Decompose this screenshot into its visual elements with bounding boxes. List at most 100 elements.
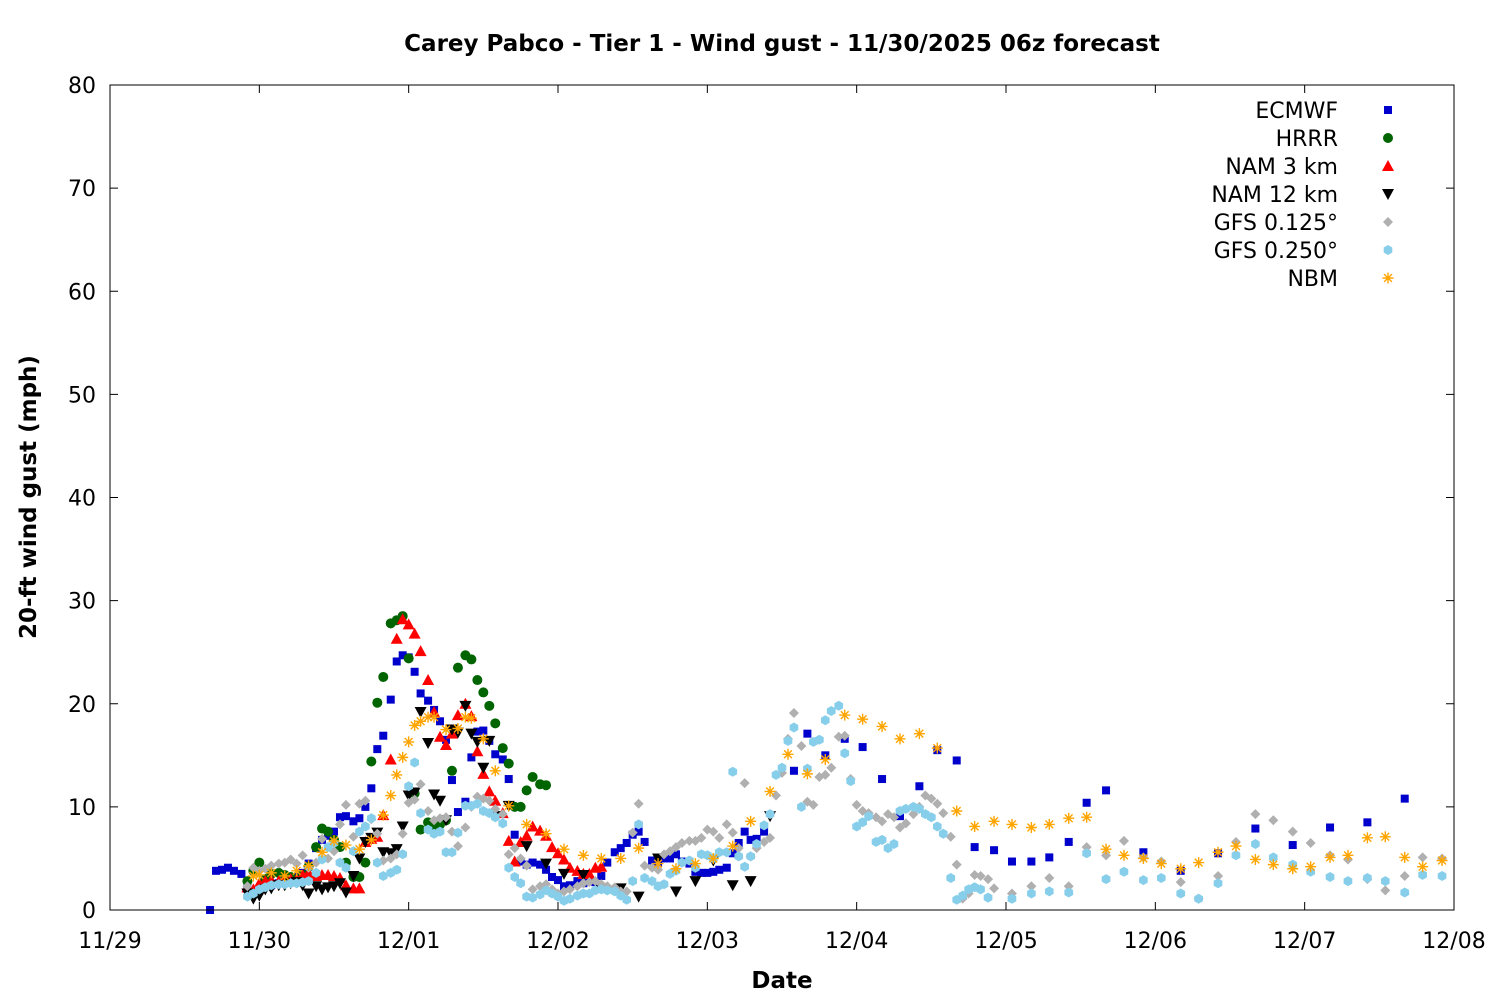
data-point <box>465 728 478 740</box>
data-point <box>508 855 521 867</box>
data-point <box>1027 857 1036 866</box>
data-point <box>526 820 539 832</box>
data-point <box>435 826 445 837</box>
legend-label: NAM 12 km <box>1211 183 1338 208</box>
data-point <box>366 756 377 767</box>
data-point <box>877 834 887 845</box>
data-point <box>340 799 351 810</box>
data-point <box>212 866 221 875</box>
data-point <box>453 827 463 838</box>
data-point <box>627 827 638 838</box>
data-point <box>1250 809 1261 820</box>
data-point <box>266 860 277 871</box>
data-point <box>876 720 888 732</box>
data-point <box>951 805 963 817</box>
data-point <box>931 742 943 754</box>
data-point <box>491 750 500 759</box>
data-point <box>1287 863 1299 875</box>
data-point <box>434 795 447 807</box>
data-point <box>622 838 631 847</box>
data-point <box>895 812 904 821</box>
legend-marker <box>1383 245 1393 255</box>
data-point <box>347 870 360 882</box>
data-point <box>302 888 315 900</box>
data-point <box>473 727 482 736</box>
legend-marker <box>1383 217 1393 227</box>
data-point <box>752 834 761 843</box>
data-point <box>339 887 352 899</box>
data-point <box>983 874 994 885</box>
data-point <box>1305 837 1316 848</box>
data-point <box>734 838 743 847</box>
data-point <box>1436 855 1448 866</box>
data-point <box>504 775 513 784</box>
data-point <box>1118 835 1129 846</box>
data-point <box>520 829 533 841</box>
data-point <box>392 657 401 666</box>
data-point <box>990 846 999 855</box>
legend-label: GFS 0.250° <box>1214 239 1338 264</box>
data-point <box>453 808 462 817</box>
data-point <box>632 891 645 903</box>
data-point <box>602 885 612 896</box>
data-point <box>340 839 352 851</box>
data-point <box>703 868 712 877</box>
data-point <box>398 849 407 860</box>
data-point <box>355 814 364 823</box>
data-point <box>372 697 383 708</box>
axis-ticks: 11/29 11/30 12/01 12/02 12/03 12/04 12/05 12/06… <box>68 74 1486 954</box>
data-point <box>489 765 501 777</box>
series-nam-3-km <box>241 613 608 895</box>
x-tick-label: 12/04 <box>825 929 888 954</box>
series-gfs-0-250- <box>243 700 1447 906</box>
data-point <box>715 865 724 874</box>
data-point <box>1100 843 1112 855</box>
data-point <box>489 794 502 806</box>
data-point <box>1082 848 1091 859</box>
data-point <box>323 826 334 837</box>
data-point <box>552 847 564 859</box>
data-point <box>392 864 402 875</box>
data-point <box>527 771 538 782</box>
data-point <box>242 881 253 892</box>
data-point <box>541 879 552 890</box>
data-point <box>821 715 830 726</box>
data-point <box>858 743 867 752</box>
data-point <box>504 862 514 873</box>
data-point <box>414 645 427 657</box>
data-point <box>422 737 435 749</box>
data-point <box>1269 852 1278 863</box>
data-point <box>726 880 739 892</box>
data-point <box>839 730 850 741</box>
data-point <box>714 832 725 843</box>
data-point <box>291 865 303 877</box>
data-point <box>927 812 936 823</box>
data-point <box>933 821 942 832</box>
data-point <box>303 860 315 872</box>
data-point <box>1045 886 1054 897</box>
data-point <box>728 849 737 858</box>
data-point <box>846 776 855 787</box>
data-point <box>1287 826 1298 837</box>
data-point <box>516 878 525 889</box>
y-tick-label: 10 <box>68 796 96 821</box>
data-point <box>788 708 799 719</box>
data-point <box>349 817 358 826</box>
data-point <box>659 879 669 890</box>
data-point <box>440 739 452 750</box>
data-point <box>1249 853 1261 865</box>
data-point <box>1082 798 1091 807</box>
data-point <box>970 843 979 852</box>
data-point <box>515 853 526 864</box>
data-point <box>1026 881 1037 892</box>
data-point <box>428 789 441 801</box>
data-point <box>310 881 323 893</box>
data-point <box>377 809 389 821</box>
data-point <box>840 748 850 759</box>
data-point <box>1025 822 1037 833</box>
data-point <box>379 731 388 740</box>
data-point <box>416 808 425 819</box>
legend-marker <box>1382 272 1394 284</box>
data-point <box>857 713 869 725</box>
data-point <box>1400 887 1410 898</box>
